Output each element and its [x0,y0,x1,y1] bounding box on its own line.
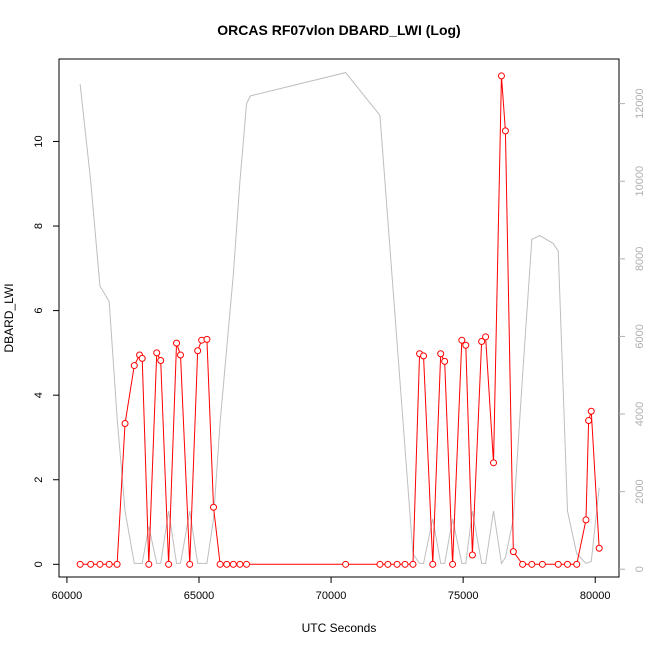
data-point [501,127,509,135]
data-point [528,560,536,568]
y-tick-label: 8 [33,223,45,229]
data-point [173,339,181,347]
data-point [393,560,401,568]
data-point [376,560,384,568]
data-point [482,333,490,341]
x-tick-label: 60000 [52,590,83,602]
data-point [563,560,571,568]
data-point [121,420,129,428]
x-tick-label: 80000 [580,590,611,602]
data-point [429,560,437,568]
chart-title: ORCAS RF07vlon DBARD_LWI (Log) [217,22,460,38]
data-point [554,560,562,568]
y2-tick-label: 10000 [634,166,646,197]
x-tick-label: 65000 [184,590,215,602]
x-axis: 60000 65000 70000 75000 80000 [52,577,611,602]
data-point [216,560,224,568]
y2-tick-label: 8000 [634,247,646,271]
data-point [194,347,202,355]
data-point [153,349,161,357]
y2-tick-label: 4000 [634,402,646,426]
data-point [203,335,211,343]
data-point [582,516,590,524]
data-point [157,356,165,364]
data-point [468,551,476,559]
data-point [490,459,498,467]
data-point [441,357,449,365]
y-tick-label: 0 [33,561,45,567]
data-point [497,72,505,80]
data-point [595,544,603,552]
y-tick-label: 4 [33,392,45,398]
data-point [462,341,470,349]
data-point [105,560,113,568]
data-point [236,560,244,568]
data-point [449,560,457,568]
data-point [401,560,409,568]
data-point [210,503,218,511]
data-point [243,560,251,568]
data-point [96,560,104,568]
data-point [458,336,466,344]
data-point [573,560,581,568]
y2-tick-label: 0 [634,566,646,572]
data-point [384,560,392,568]
y-tick-label: 10 [33,135,45,147]
x-axis-label: UTC Seconds [302,621,377,635]
series-layer [76,72,603,568]
x-tick-label: 70000 [316,590,347,602]
data-point [437,350,445,358]
data-point [585,417,593,425]
data-point [76,560,84,568]
data-point [342,560,350,568]
y-axis-label: DBARD_LWI [2,283,16,352]
y-axis-left: 0 2 4 6 8 10 [33,135,59,567]
data-point [509,548,517,556]
data-point [177,351,185,359]
data-point [223,560,231,568]
dbard-series-line [80,75,600,565]
y-axis-right: 0 2000 4000 6000 8000 10000 12000 [619,88,646,572]
y2-tick-label: 6000 [634,324,646,348]
data-point [145,560,153,568]
data-point [587,407,595,415]
data-point [478,337,486,345]
plot-frame [58,58,620,578]
y2-tick-label: 12000 [634,88,646,119]
data-point [538,560,546,568]
data-point [519,560,527,568]
data-point [130,362,138,370]
data-point [420,352,428,360]
data-point [138,354,146,362]
data-point [409,560,417,568]
data-point [113,560,121,568]
data-point [186,560,194,568]
y-tick-label: 2 [33,477,45,483]
y2-tick-label: 2000 [634,479,646,503]
x-tick-label: 75000 [448,590,479,602]
altitude-series-line [79,72,600,565]
data-point [165,560,173,568]
y-tick-label: 6 [33,308,45,314]
data-point [229,560,237,568]
data-point [87,560,95,568]
